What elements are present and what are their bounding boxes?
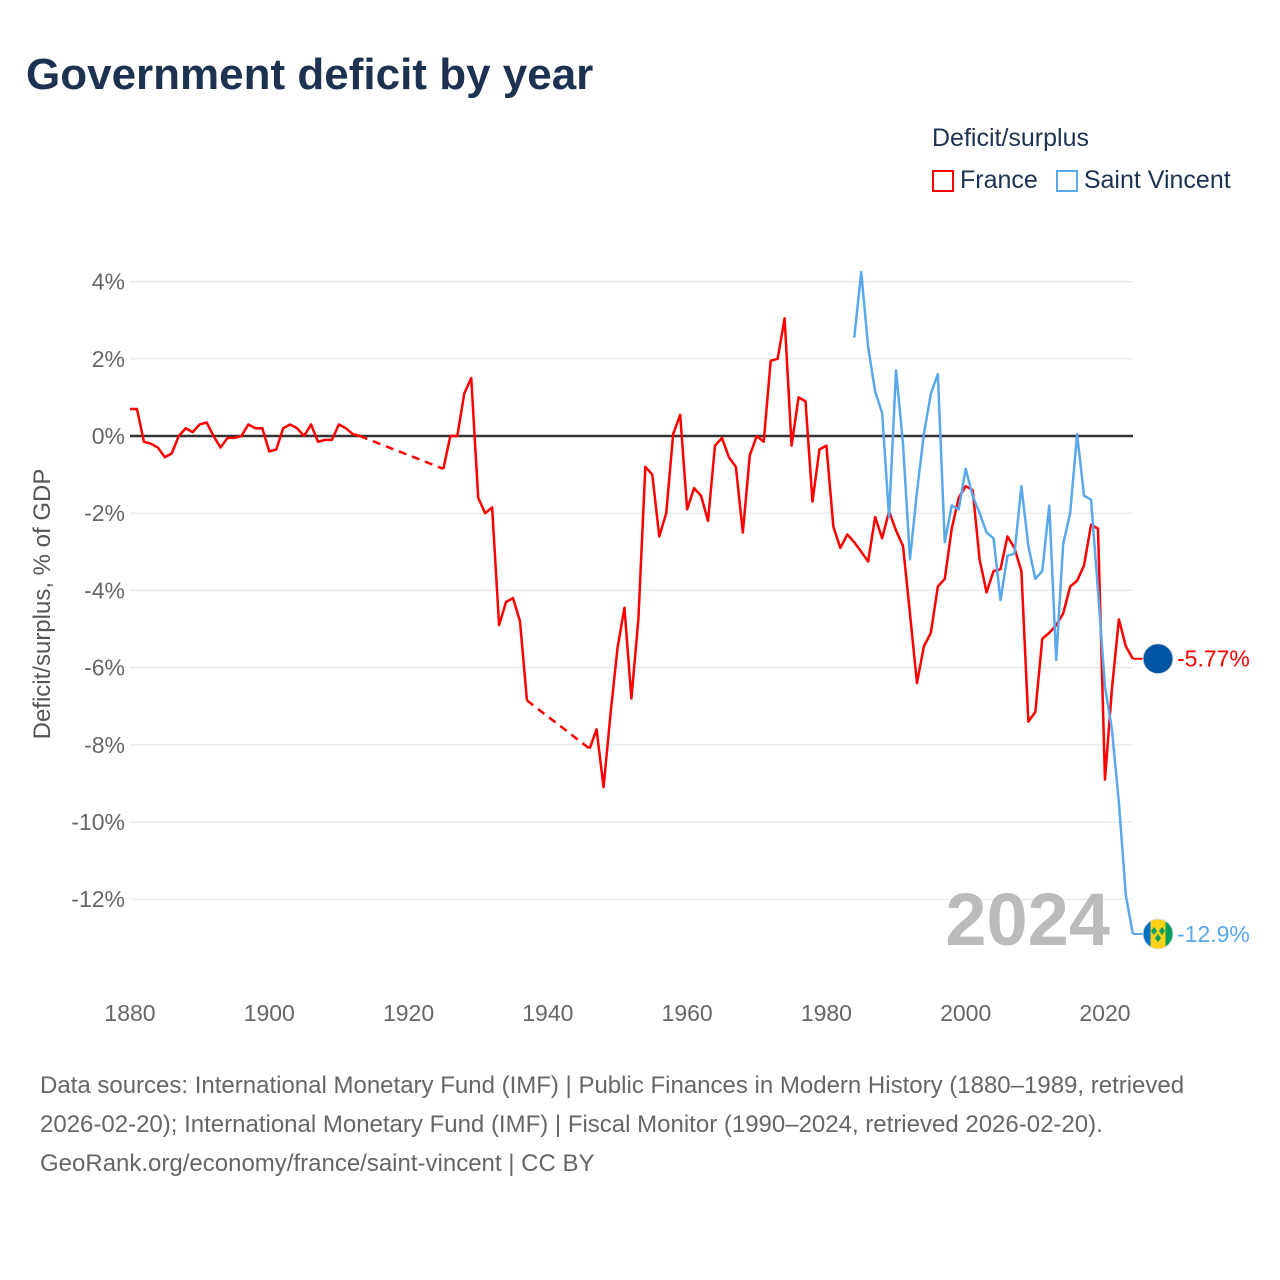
y-tick-label: 2% xyxy=(92,346,125,372)
series-line-france xyxy=(442,376,529,701)
legend-item-saint-vincent[interactable]: Saint Vincent xyxy=(1055,166,1231,195)
y-tick-label: -12% xyxy=(71,886,125,912)
page-title: Government deficit by year xyxy=(26,50,594,99)
x-tick-label: 1900 xyxy=(244,1000,295,1026)
y-tick-label: -10% xyxy=(71,809,125,835)
data-sources: Data sources: International Monetary Fun… xyxy=(40,1072,1185,1138)
legend-label-saint-vincent: Saint Vincent xyxy=(1083,166,1231,194)
y-tick-label: -6% xyxy=(84,655,125,681)
x-tick-label: 1960 xyxy=(662,1000,713,1026)
legend-swatch-france xyxy=(932,169,954,192)
x-tick-label: 1920 xyxy=(383,1000,434,1026)
y-tick-label: -4% xyxy=(84,577,125,603)
series-gap-france xyxy=(359,434,444,470)
flag-saint-vincent-icon xyxy=(1142,918,1174,950)
series-line-france xyxy=(588,317,1134,789)
legend: France Saint Vincent xyxy=(932,166,1231,195)
source-link[interactable]: GeoRank.org/economy/france/saint-vincent… xyxy=(40,1150,595,1177)
y-axis-label: Deficit/surplus, % of GDP xyxy=(29,469,56,740)
legend-label-france: France xyxy=(960,166,1038,194)
end-label-saint-vincent: -12.9% xyxy=(1177,921,1250,947)
y-tick-label: -2% xyxy=(84,500,125,526)
y-tick-label: 0% xyxy=(92,423,125,449)
footer: Data sources: International Monetary Fun… xyxy=(40,1066,1240,1183)
y-tick-label: -8% xyxy=(84,732,125,758)
x-tick-label: 1980 xyxy=(801,1000,852,1026)
year-label: 2024 xyxy=(945,878,1110,961)
x-tick-label: 2020 xyxy=(1079,1000,1130,1026)
legend-swatch-saint-vincent xyxy=(1055,169,1078,192)
x-tick-label: 2000 xyxy=(940,1000,991,1026)
x-tick-label: 1940 xyxy=(522,1000,573,1026)
flag-france-icon xyxy=(1142,643,1174,675)
end-label-france: -5.77% xyxy=(1177,646,1250,672)
series-line-saint-vincent xyxy=(853,270,1135,935)
series-gap-france xyxy=(526,699,591,750)
y-tick-label: 4% xyxy=(92,269,125,295)
legend-item-france[interactable]: France xyxy=(932,166,1038,195)
legend-title: Deficit/surplus xyxy=(932,124,1089,152)
series-line-france xyxy=(130,407,361,459)
x-tick-label: 1880 xyxy=(104,1000,155,1026)
chart-plot: 4% 2% 0% -2% -4% -6% -8% -10% -12% 1880 1900 1920 19… xyxy=(29,269,1250,1026)
